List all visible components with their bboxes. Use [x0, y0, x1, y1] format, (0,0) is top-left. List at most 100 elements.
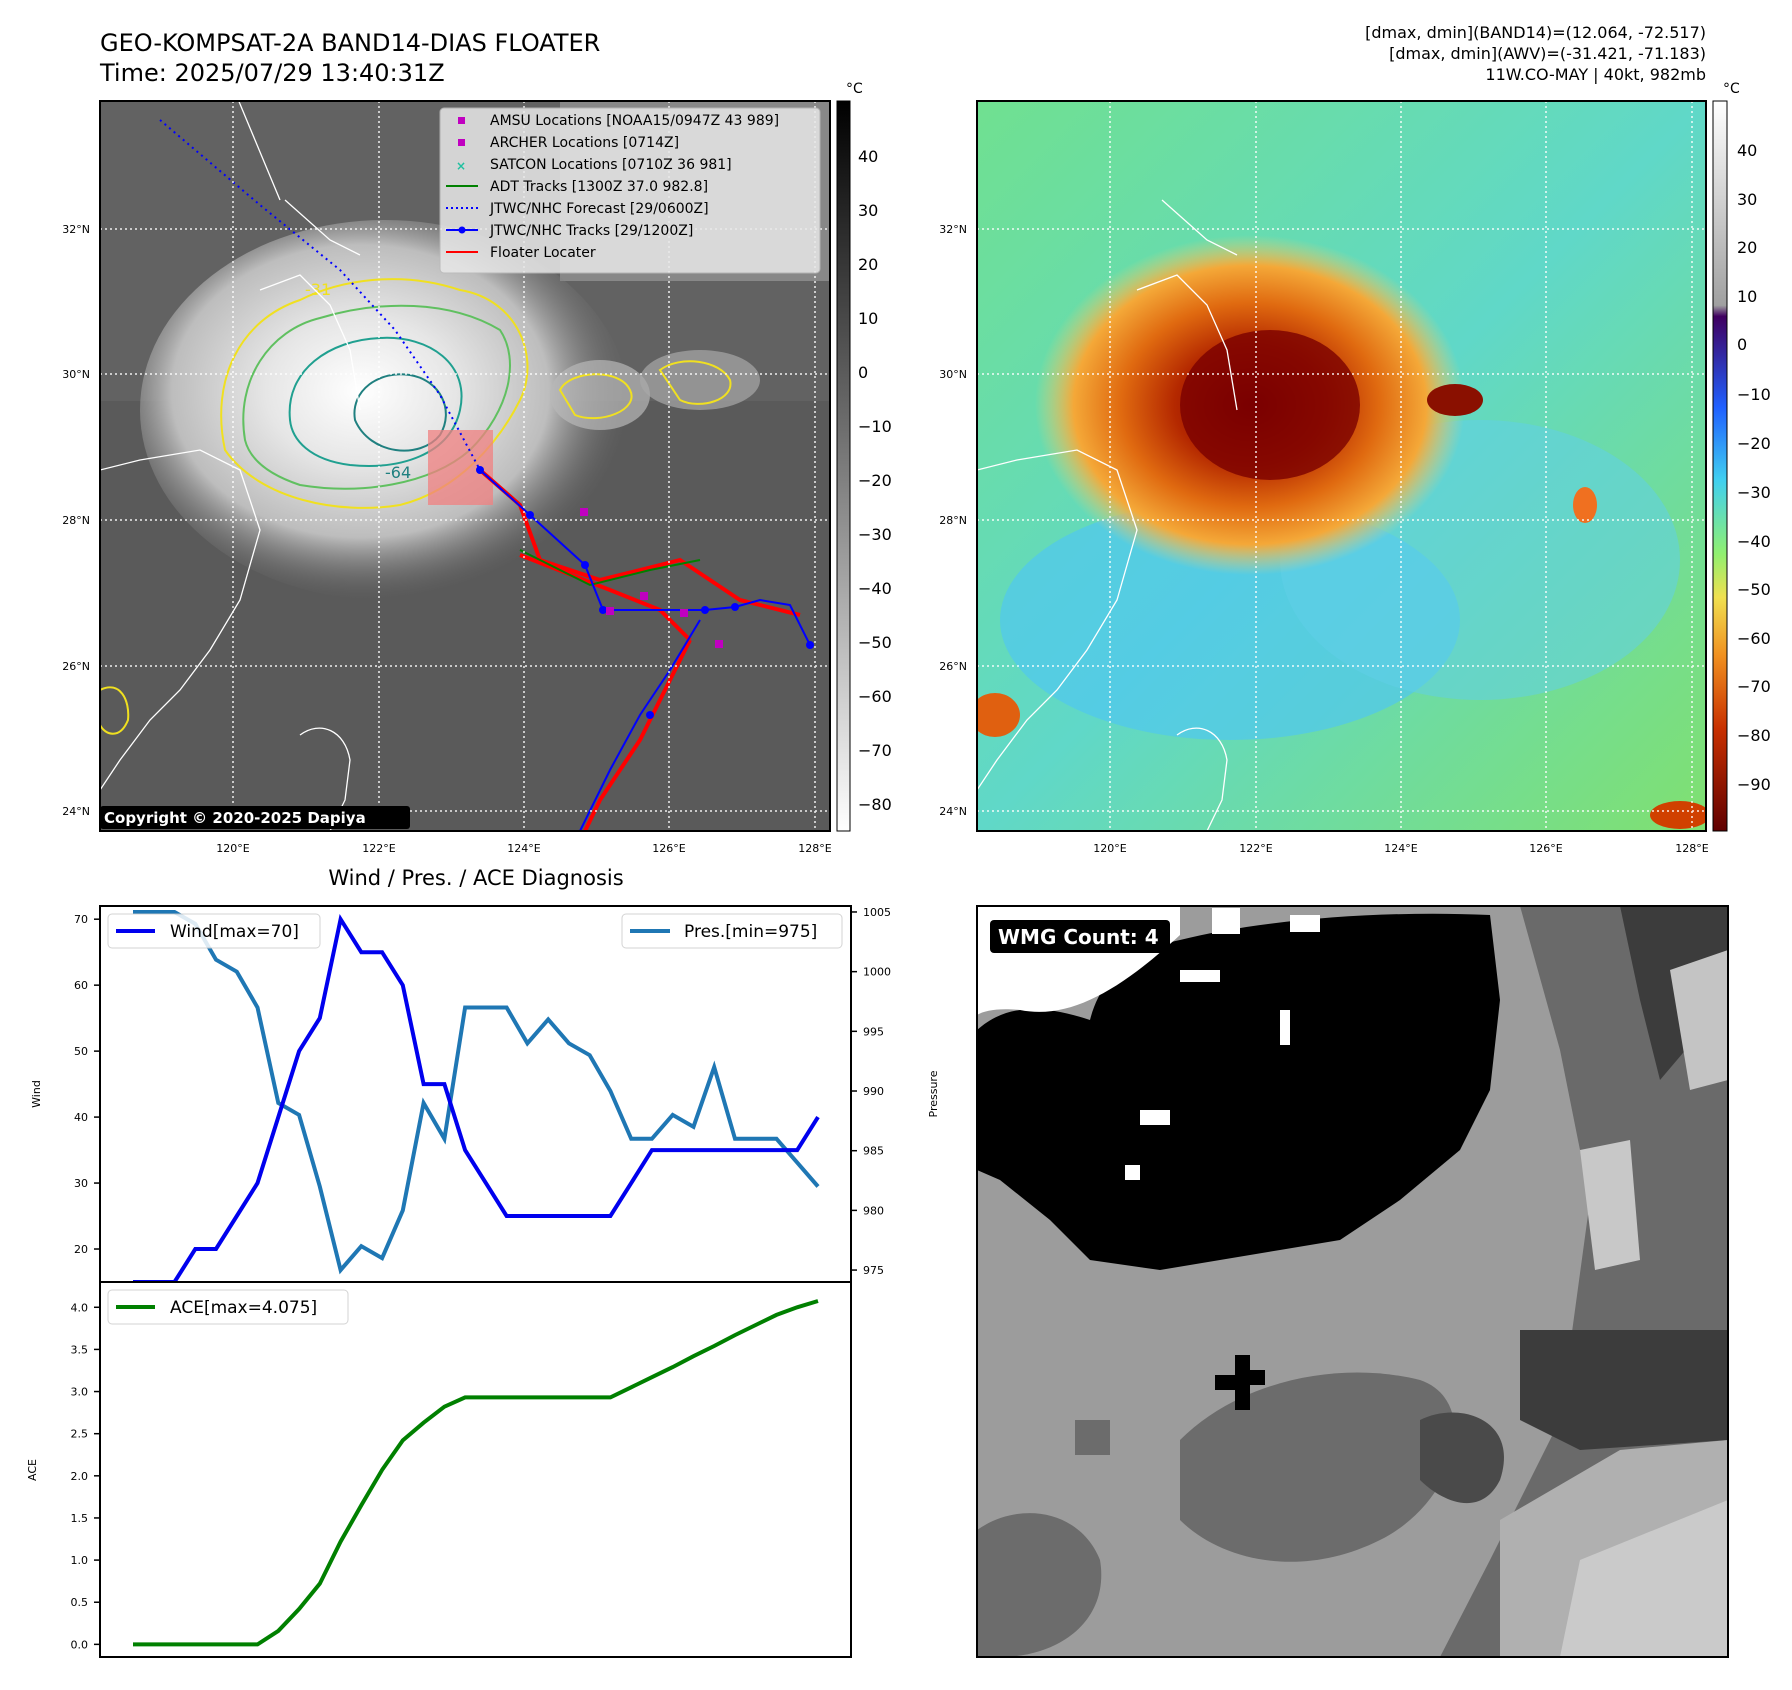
pressure-yticks: 975 980 985 990 995 1000 1005: [851, 906, 891, 1277]
ir-lat-label: 30°N: [62, 368, 90, 381]
wmg-count-label: WMG Count: 4: [998, 925, 1159, 949]
color-colorbar-tick: −20: [1737, 434, 1771, 453]
coastline: [100, 101, 361, 831]
wmg-count-badge: [990, 920, 1170, 953]
ir-colorbar-tick: 10: [858, 309, 878, 328]
contour-label-31: -31: [305, 280, 331, 299]
pressure-legend-label: Pres.[min=975]: [684, 922, 817, 942]
color-colorbar-tick: −10: [1737, 385, 1771, 404]
color-colorbar-tick: −90: [1737, 775, 1771, 794]
ir-colorbar-tick: −40: [858, 579, 892, 598]
wind-yticks: 20 30 40 50 60 70: [74, 913, 100, 1256]
ir-colorbar-tick: −50: [858, 633, 892, 652]
axis-tick-label: 1.5: [71, 1512, 89, 1525]
color-colorbar-tick: −30: [1737, 483, 1771, 502]
color-colorbar-tick: −60: [1737, 629, 1771, 648]
axis-tick-label: 1000: [863, 966, 891, 979]
ace-series-line: [133, 1299, 819, 1647]
ir-lon-label: 120°E: [216, 842, 249, 855]
wind-pressure-chart: Wind / Pres. / ACE Diagnosis Wind Pressu…: [30, 866, 940, 1284]
ir-colorbar-tick: −60: [858, 687, 892, 706]
legend-entry: ARCHER Locations [0714Z]: [490, 135, 679, 151]
wmg-cold-region: [977, 913, 1500, 1270]
pressure-axis-label: Pressure: [927, 1070, 940, 1117]
axis-tick-label: 4.0: [71, 1301, 89, 1314]
axis-tick-label: 20: [74, 1243, 88, 1256]
ace-yticks: 0.0 0.5 1.0 1.5 2.0 2.5 3.0 3.5 4.0: [71, 1301, 100, 1651]
diagnosis-title: Wind / Pres. / ACE Diagnosis: [328, 866, 623, 890]
ir-lat-label: 28°N: [62, 514, 90, 527]
axis-tick-label: 0.5: [71, 1596, 89, 1609]
svg-text:×: ×: [456, 159, 466, 173]
legend-entry: JTWC/NHC Forecast [29/0600Z]: [489, 201, 709, 217]
wind-axis-label: Wind: [30, 1080, 43, 1108]
axis-tick-label: 980: [863, 1204, 884, 1217]
contour-inner: [353, 373, 447, 452]
ir-lon-label: 128°E: [798, 842, 831, 855]
ir-colorbar-tick: −20: [858, 471, 892, 490]
ace-legend: ACE[max=4.075]: [107, 1289, 349, 1325]
figure-title: GEO-KOMPSAT-2A BAND14-DIAS FLOATER: [100, 29, 600, 57]
axis-tick-label: 985: [863, 1145, 884, 1158]
color-colorbar-tick: 30: [1737, 190, 1757, 209]
color-coastline: [977, 199, 1238, 831]
floater-box: [428, 430, 493, 505]
ir-colorbar-tick: −70: [858, 741, 892, 760]
color-colorbar-tick: 40: [1737, 141, 1757, 160]
ir-colorbar-tick: 40: [858, 147, 878, 166]
ir-colorbar: °C 40 30 20 10 0 −10 −20 −30 −40 −50 −60…: [836, 81, 892, 832]
color-colorbar-tick: −70: [1737, 677, 1771, 696]
color-lat-label: 24°N: [939, 805, 967, 818]
contour-teal: [288, 336, 463, 467]
wmg-frame: [976, 905, 1729, 1658]
legend-entry: ADT Tracks [1300Z 37.0 982.8]: [490, 179, 708, 195]
axis-tick-label: 3.0: [71, 1386, 89, 1399]
axis-tick-label: 30: [74, 1177, 88, 1190]
ir-lat-label: 26°N: [62, 660, 90, 673]
ir-colorbar-tick: −10: [858, 417, 892, 436]
color-lon-label: 126°E: [1529, 842, 1562, 855]
adt-track: [519, 549, 701, 587]
ir-lat-label: 32°N: [62, 223, 90, 236]
wmg-panel: WMG Count: 4: [976, 905, 1729, 1658]
axis-tick-label: 50: [74, 1045, 88, 1058]
axis-tick-label: 1.0: [71, 1554, 89, 1567]
ir-lat-label: 24°N: [62, 805, 90, 818]
info-line-2: [dmax, dmin](AWV)=(-31.421, -71.183): [1389, 44, 1706, 63]
ir-gridlines: [100, 101, 830, 831]
info-line-3: 11W.CO-MAY | 40kt, 982mb: [1485, 65, 1706, 84]
color-colorbar-tick: −80: [1737, 726, 1771, 745]
color-gridlines: [977, 101, 1706, 831]
axis-tick-label: 975: [863, 1264, 884, 1277]
copyright-badge: [100, 806, 410, 829]
copyright-text: Copyright © 2020-2025 Dapiya: [104, 809, 366, 827]
ir-colorbar-tick: −80: [858, 795, 892, 814]
axis-tick-label: 60: [74, 979, 88, 992]
pressure-legend: Pres.[min=975]: [621, 913, 843, 949]
color-colorbar-tick: −50: [1737, 580, 1771, 599]
color-lat-label: 32°N: [939, 223, 967, 236]
color-colorbar-tick: 10: [1737, 287, 1757, 306]
wind-legend-label: Wind[max=70]: [170, 922, 299, 942]
legend-entry: AMSU Locations [NOAA15/0947Z 43 989]: [490, 113, 779, 129]
color-map-frame: [976, 100, 1707, 832]
jtwc-track: [479, 469, 811, 831]
ir-map-panel: -31 -64: [62, 100, 832, 855]
contour-green: [242, 304, 511, 490]
ace-chart: ACE 0.0 0.5 1.0 1.5 2.0 2.5 3.0 3.5 4.0 ACE[max=…: [26, 1281, 852, 1658]
info-line-1: [dmax, dmin](BAND14)=(12.064, -72.517): [1365, 23, 1706, 42]
figure-time: Time: 2025/07/29 13:40:31Z: [99, 59, 445, 87]
color-map-panel: 32°N 30°N 28°N 26°N 24°N 120°E 122°E 124…: [939, 100, 1709, 855]
contour-yellow: [220, 278, 529, 509]
color-lat-label: 26°N: [939, 660, 967, 673]
axis-tick-label: 990: [863, 1085, 884, 1098]
axis-tick-label: 1005: [863, 906, 891, 919]
axis-tick-label: 2.0: [71, 1470, 89, 1483]
contour-label-64: -64: [385, 463, 411, 482]
color-lat-label: 30°N: [939, 368, 967, 381]
color-lon-label: 124°E: [1384, 842, 1417, 855]
ir-map-frame: [99, 100, 831, 832]
color-colorbar-tick: 0: [1737, 335, 1747, 354]
ir-lon-label: 122°E: [362, 842, 395, 855]
